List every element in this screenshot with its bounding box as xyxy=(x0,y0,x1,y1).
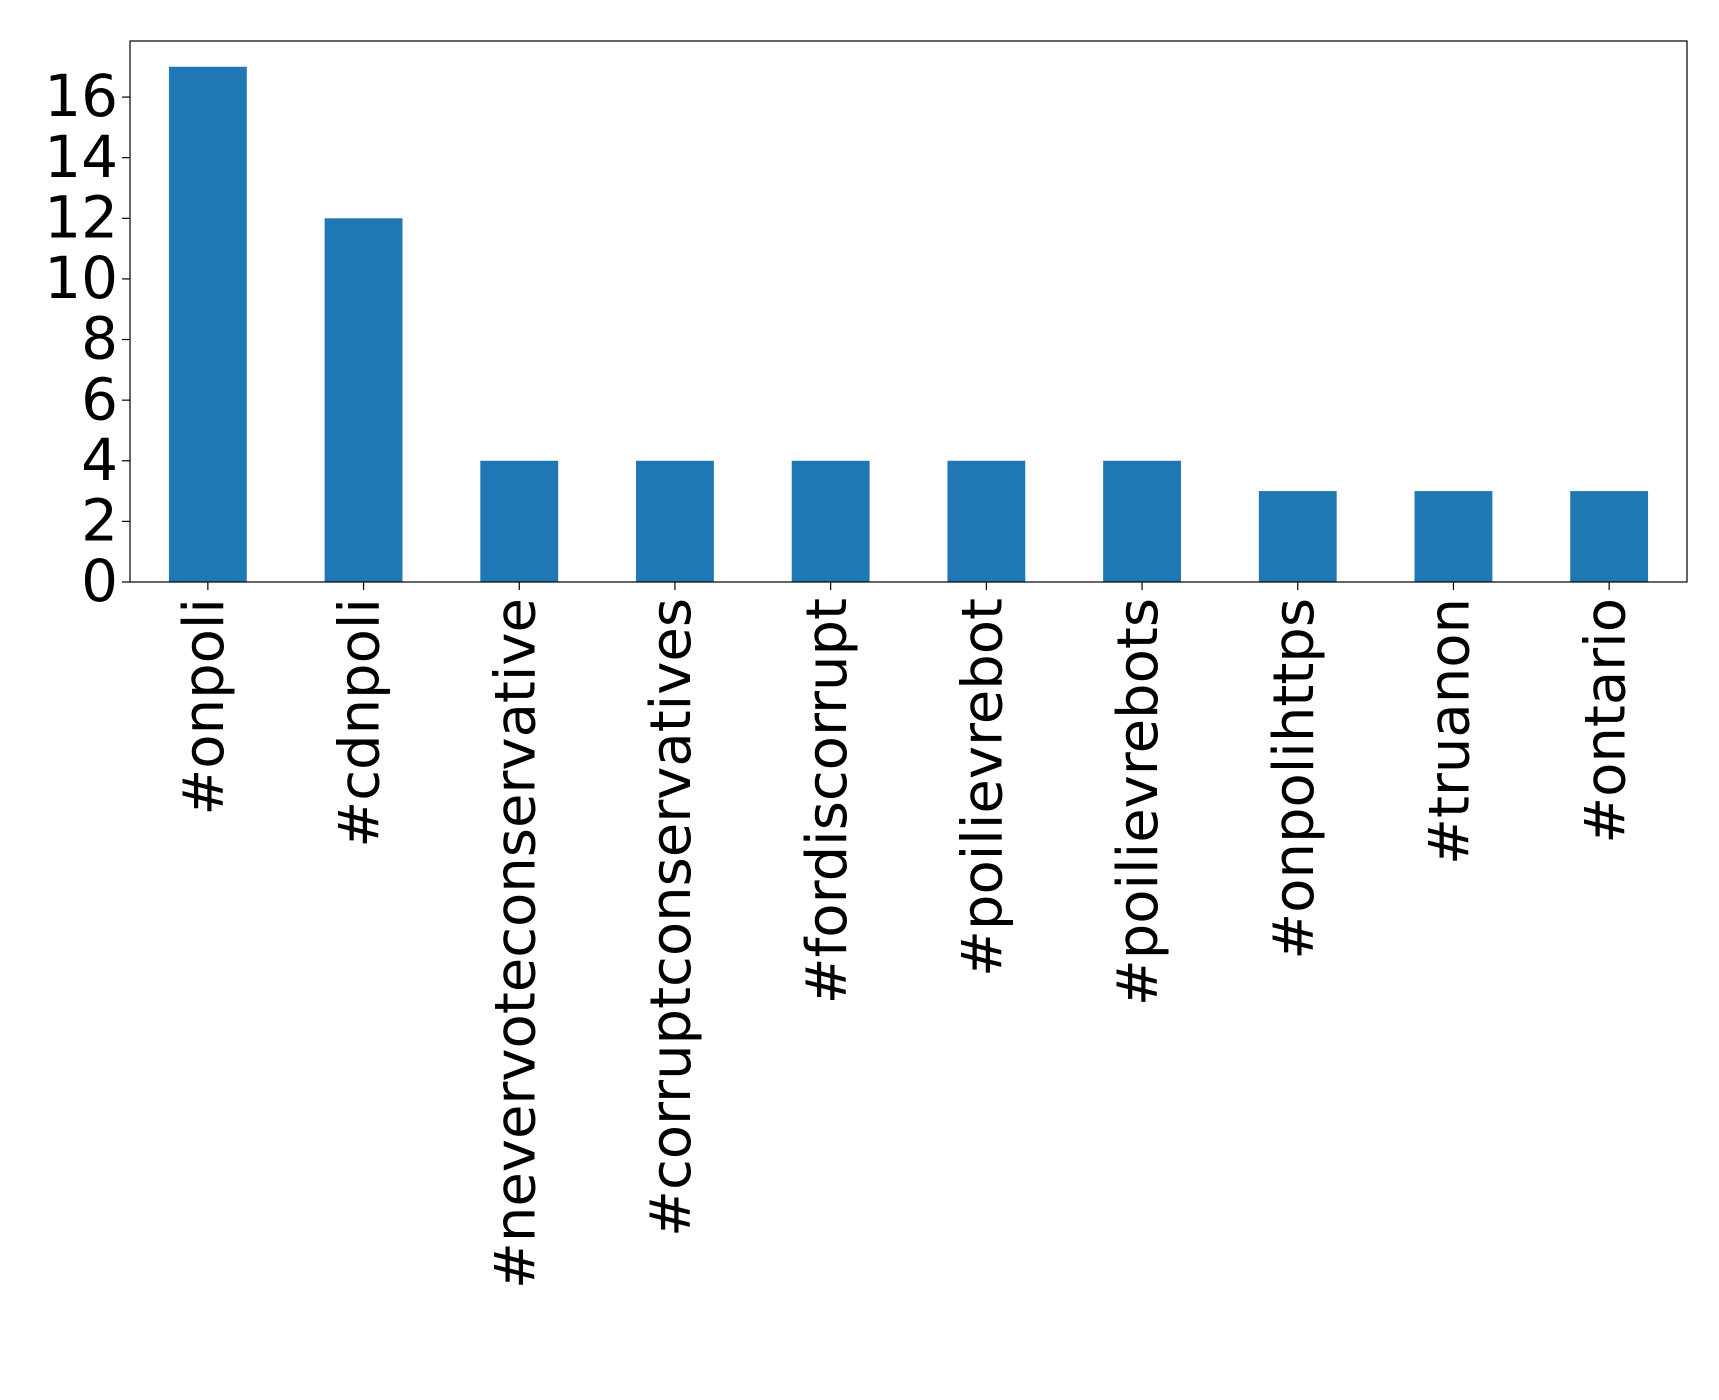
x-tick-label: #onpolihttps xyxy=(1262,598,1327,960)
x-tick-label: #poilievrebot xyxy=(950,598,1015,977)
y-tick-label: 10 xyxy=(44,244,118,312)
x-tick-label: #nevervoteconservative xyxy=(483,598,548,1289)
bar xyxy=(324,218,403,582)
y-tick-label: 4 xyxy=(81,426,118,494)
x-tick-label: #ontario xyxy=(1573,598,1638,844)
plot-frame xyxy=(129,40,1688,583)
x-tick-label: #cdnpoli xyxy=(328,598,393,848)
x-tick-label: #onpoli xyxy=(172,598,237,816)
bar xyxy=(791,460,870,582)
y-tick-label: 0 xyxy=(81,547,118,615)
y-tick-label: 14 xyxy=(44,123,118,191)
bar xyxy=(168,66,247,582)
bar xyxy=(1570,491,1649,582)
bar xyxy=(480,460,559,582)
bar xyxy=(636,460,714,582)
bar xyxy=(1103,460,1181,582)
bar xyxy=(1258,491,1337,582)
x-tick-label: #truanon xyxy=(1418,598,1483,865)
y-tick-label: 6 xyxy=(81,365,118,433)
y-tick-label: 2 xyxy=(81,486,118,554)
x-tick-label: #poilievrebots xyxy=(1106,598,1171,1006)
bar xyxy=(1414,491,1493,582)
y-tick-label: 12 xyxy=(44,183,118,251)
x-tick-label: #fordiscorrupt xyxy=(795,598,860,1004)
bar xyxy=(947,460,1026,582)
y-tick-label: 16 xyxy=(44,62,118,130)
y-tick-label: 8 xyxy=(81,305,118,373)
x-tick-label: #corruptconservatives xyxy=(639,598,704,1237)
